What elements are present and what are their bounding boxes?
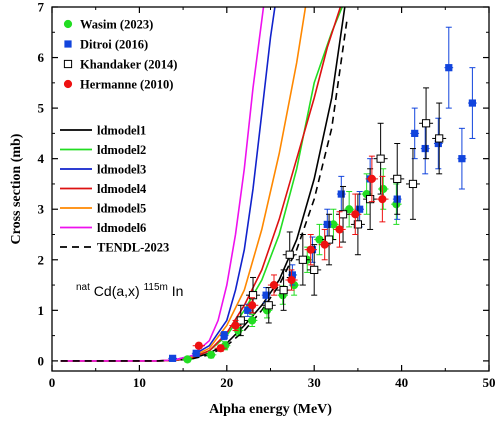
data-point [353,220,362,229]
data-point [220,332,228,340]
data-point [288,271,296,279]
x-tick-label: 50 [483,375,496,390]
data-point [248,316,257,325]
data-point [216,344,225,353]
legend-marker [63,19,73,29]
series-3 [233,87,447,337]
data-point [337,190,345,198]
data-point [206,350,216,359]
annotation-sup: 115m [144,282,168,293]
x-tick-label: 10 [133,375,146,390]
model-curve-6 [60,7,265,362]
annotation-post: In [172,283,184,299]
y-tick-label: 5 [38,101,45,116]
data-point [468,99,476,107]
data-point [335,225,344,234]
data-point [345,205,354,214]
legend-marker [63,79,73,89]
data-point [306,245,315,254]
experimental-points [168,26,477,364]
x-tick-label: 30 [308,375,321,390]
y-tick-label: 1 [38,303,45,318]
data-point [194,341,203,350]
data-point [435,134,444,143]
axis-ticks [51,6,490,371]
data-point [434,139,442,148]
data-point [445,64,453,72]
legend-label: Ditroi (2016) [80,38,148,52]
data-point [421,119,431,128]
legend-experimental: Wasim (2023) Ditroi (2016) Khandaker (2014… [63,18,177,92]
data-point [411,129,419,137]
y-tick-label: 0 [38,353,45,368]
reaction-annotation: nat Cd(a,x) 115m In [76,277,183,299]
legend-marker [64,40,72,48]
y-tick-label: 7 [38,0,45,15]
data-point [248,301,257,310]
legend-models: ldmodel1 ldmodel2 ldmodel3 ldmodel4 ldmodel5… [60,124,169,255]
data-point [320,240,329,249]
series-2 [168,26,477,362]
data-point [393,174,402,183]
x-tick-label: 20 [220,375,233,390]
data-point [379,184,388,194]
data-point [378,195,387,204]
data-point [298,255,307,264]
data-point [287,275,296,285]
legend-label: ldmodel3 [97,163,146,177]
tick-labels: 0 10 20 30 40 50 0 1 2 3 4 5 6 7 [38,0,496,390]
data-point [285,250,294,259]
legend-label: ldmodel6 [97,221,146,235]
y-tick-label: 6 [38,50,45,65]
data-point [262,291,270,299]
data-point [310,265,319,274]
data-point [244,306,252,314]
annotation-pre: nat [76,282,90,293]
y-tick-label: 2 [38,252,45,267]
data-point [169,354,177,362]
series-4 [192,155,389,353]
data-point [231,321,240,330]
data-point [248,291,258,300]
data-point [351,210,360,219]
y-tick-label: 3 [38,202,45,217]
legend-label: ldmodel2 [97,143,146,157]
legend-label: Khandaker (2014) [80,58,177,72]
data-point [458,155,466,163]
data-point [323,220,331,228]
x-axis-title: Alpha energy (MeV) [209,402,332,417]
data-point [356,205,364,213]
legend-label: ldmodel1 [97,124,146,138]
data-point [408,179,418,189]
legend-label: TENDL-2023 [97,241,169,255]
legend-marker [63,59,73,69]
data-point [183,355,192,364]
legend-label: Wasim (2023) [80,18,153,32]
data-point [324,235,334,244]
annotation-mid: Cd(a,x) [94,283,140,299]
legend-label: ldmodel4 [97,182,147,196]
data-point [192,349,200,357]
data-point [366,195,375,204]
data-point [421,144,429,153]
data-point [269,280,279,290]
data-point [279,286,288,295]
data-point [367,174,376,183]
x-tick-label: 0 [49,375,56,390]
data-point [264,301,273,310]
data-point [376,154,385,163]
y-axis-title: Cross section (mb) [9,133,24,244]
y-tick-label: 4 [38,151,45,166]
legend-label: Hermanne (2010) [80,78,173,92]
legend-label: ldmodel5 [97,202,146,216]
x-tick-label: 40 [395,375,408,390]
